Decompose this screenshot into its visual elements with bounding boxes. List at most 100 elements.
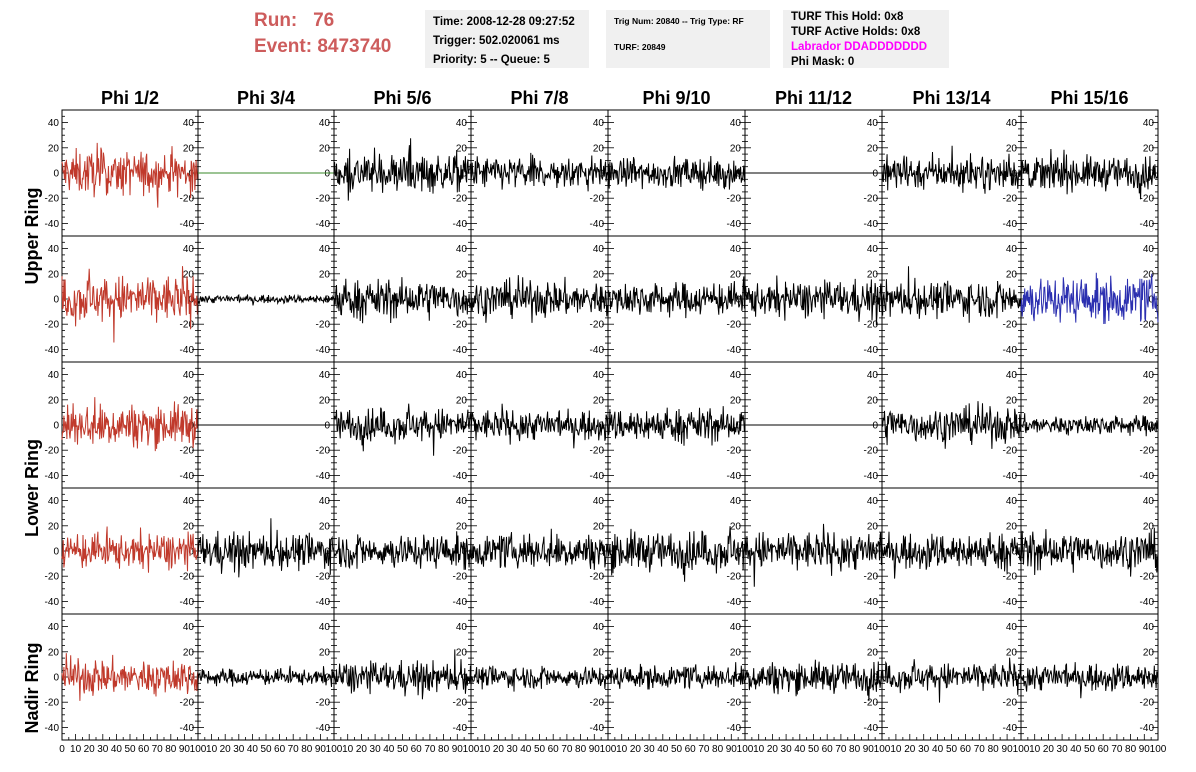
turf-active-holds-text: TURF Active Holds: 0x8 (791, 26, 921, 38)
y-tick-label: -40 (1140, 597, 1155, 608)
x-tick-label: 100 (737, 744, 754, 755)
y-tick-label: 20 (319, 395, 331, 406)
x-tick-label: 70 (835, 744, 847, 755)
turf-text: TURF: 20849 (614, 42, 666, 52)
x-tick-label: 40 (520, 744, 532, 755)
y-tick-label: -20 (590, 446, 605, 457)
column-header: Phi 3/4 (237, 88, 295, 108)
x-tick-label: 80 (575, 744, 587, 755)
y-tick-label: 40 (319, 118, 331, 129)
y-tick-label: 0 (1011, 547, 1017, 558)
run-line: Run: 76 (254, 8, 424, 34)
y-tick-label: 20 (183, 647, 195, 658)
x-tick-label: 90 (315, 744, 327, 755)
y-tick-label-left: 40 (48, 118, 60, 129)
y-tick-label: 40 (183, 622, 195, 633)
x-tick-label: 70 (974, 744, 986, 755)
y-tick-label: 40 (183, 370, 195, 381)
x-tick-label: 20 (630, 744, 642, 755)
y-tick-label: 40 (319, 244, 331, 255)
x-tick-label: 30 (507, 744, 519, 755)
y-tick-label: -20 (180, 446, 195, 457)
waveform-trace (744, 275, 883, 326)
y-tick-label: -40 (316, 723, 331, 734)
y-tick-label: -20 (1003, 320, 1018, 331)
waveform-trace (607, 662, 746, 690)
time-info-box: Time: 2008-12-28 09:27:52 Trigger: 502.0… (425, 10, 589, 68)
y-tick-label: -20 (1003, 446, 1018, 457)
y-tick-label: 20 (183, 395, 195, 406)
x-tick-label: 90 (863, 744, 875, 755)
y-tick-label: 0 (324, 421, 330, 432)
x-tick-label: 30 (233, 744, 245, 755)
y-tick-label: 20 (456, 521, 468, 532)
x-tick-label: 80 (301, 744, 313, 755)
x-tick-label: 100 (1150, 744, 1167, 755)
waveform-trace (61, 653, 199, 701)
y-tick-label: -20 (453, 320, 468, 331)
run-event-block: Run: 76 Event: 8473740 (254, 8, 424, 60)
x-tick-label: 70 (698, 744, 710, 755)
y-tick-label: 20 (867, 269, 879, 280)
x-tick-label: 100 (190, 744, 207, 755)
y-tick-label-left: -40 (45, 597, 60, 608)
y-tick-label: 20 (1143, 269, 1155, 280)
y-tick-label: 40 (319, 622, 331, 633)
waveform-trace (607, 406, 746, 446)
y-tick-label: -20 (727, 194, 742, 205)
y-tick-label-left: -20 (45, 572, 60, 583)
y-tick-label: -40 (180, 219, 195, 230)
waveform-trace (1020, 413, 1159, 437)
y-tick-label: -40 (590, 471, 605, 482)
y-tick-label: 40 (456, 496, 468, 507)
x-tick-label: 60 (411, 744, 423, 755)
y-tick-label: 20 (1006, 143, 1018, 154)
turf-this-hold-text: TURF This Hold: 0x8 (791, 11, 904, 23)
waveform-trace (744, 523, 883, 587)
y-tick-label: -20 (727, 698, 742, 709)
y-tick-label: 20 (183, 269, 195, 280)
y-tick-label: -40 (727, 345, 742, 356)
column-header: Phi 5/6 (373, 88, 431, 108)
waveform-trace (881, 531, 1022, 579)
y-tick-label-left: 0 (53, 169, 59, 180)
y-tick-label: -20 (1003, 698, 1018, 709)
y-tick-label: 40 (867, 118, 879, 129)
y-tick-label: -40 (590, 597, 605, 608)
x-tick-label: 30 (97, 744, 109, 755)
labrador-text: Labrador DDADDDDDDD (791, 41, 928, 53)
x-tick-label: 60 (548, 744, 560, 755)
x-tick-label: 60 (1098, 744, 1110, 755)
y-tick-label: -40 (1140, 471, 1155, 482)
x-tick-label: 40 (1070, 744, 1082, 755)
x-tick-label: 10 (479, 744, 491, 755)
y-tick-label: -20 (180, 320, 195, 331)
waveform-trace (1020, 527, 1159, 577)
y-tick-label: 20 (867, 143, 879, 154)
y-tick-label: 20 (319, 647, 331, 658)
x-tick-label: 60 (685, 744, 697, 755)
y-tick-label: -20 (864, 572, 879, 583)
waveform-trace (61, 266, 199, 343)
waveform-trace (607, 526, 746, 582)
y-tick-label: 20 (593, 395, 605, 406)
column-header: Phi 13/14 (912, 88, 990, 108)
x-tick-label: 20 (904, 744, 916, 755)
y-tick-label: 20 (456, 269, 468, 280)
y-tick-label: -20 (1140, 446, 1155, 457)
column-header: Phi 1/2 (101, 88, 159, 108)
y-tick-label: -40 (727, 219, 742, 230)
y-tick-label: 40 (867, 496, 879, 507)
y-tick-label: -40 (453, 723, 468, 734)
waveform-trace (744, 659, 883, 702)
waveform-trace (197, 293, 335, 306)
y-tick-label-left: 0 (53, 421, 59, 432)
y-tick-label: -40 (316, 345, 331, 356)
priority-text: Priority: 5 -- Queue: 5 (433, 54, 550, 66)
waveform-trace (1020, 272, 1159, 325)
x-tick-label: 50 (397, 744, 409, 755)
waveform-trace (333, 277, 472, 324)
time-text: Time: 2008-12-28 09:27:52 (433, 16, 575, 28)
y-tick-label: 20 (319, 143, 331, 154)
